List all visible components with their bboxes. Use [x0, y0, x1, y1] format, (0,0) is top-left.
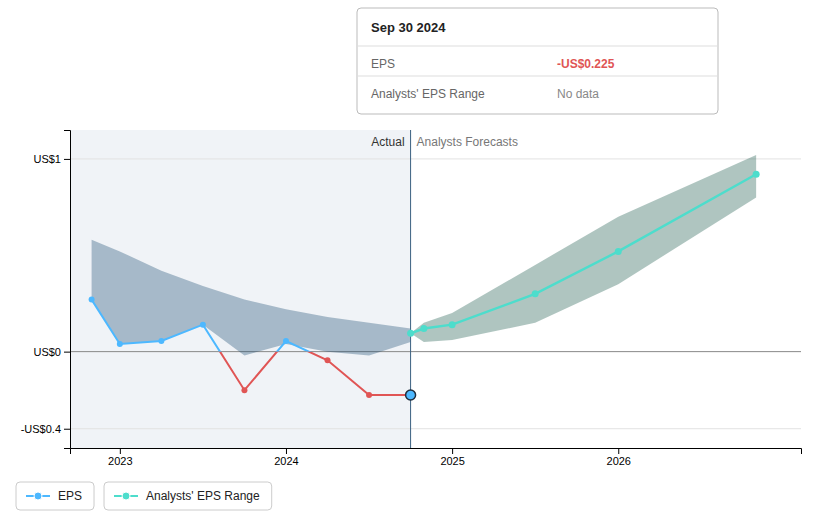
- legend-label: EPS: [58, 489, 82, 503]
- y-tick: US$0: [33, 346, 70, 358]
- y-tick-mark: [64, 159, 70, 160]
- y-tick-label: US$1: [33, 153, 61, 165]
- x-axis: 2023 2024 2025 2026: [71, 448, 802, 467]
- legend-swatch: [34, 492, 42, 500]
- y-axis: -US$0.4 US$0 US$1: [21, 131, 71, 449]
- region-label: Analysts Forecasts: [417, 135, 518, 149]
- range-band: [411, 155, 757, 342]
- x-tick-label: 2025: [440, 455, 464, 467]
- legend-label: Analysts' EPS Range: [146, 489, 260, 503]
- point: [89, 297, 95, 303]
- line: [92, 300, 411, 352]
- point: [615, 248, 622, 255]
- tooltip-label: Analysts' EPS Range: [371, 87, 485, 101]
- plot-area: [89, 130, 760, 448]
- legend-item: EPS: [16, 482, 94, 510]
- region-label: Actual: [371, 135, 404, 149]
- tooltip-value: -US$0.225: [557, 57, 615, 71]
- point: [117, 341, 123, 347]
- point: [241, 387, 247, 393]
- tooltip-box: [357, 8, 718, 114]
- line-group: [411, 174, 757, 333]
- chart: 2023 2024 2025 2026 -US$0.4 US$0 US$1 Actual Ana…: [0, 0, 821, 520]
- y-tick-label: -US$0.4: [21, 423, 61, 435]
- tooltip-label: EPS: [371, 57, 395, 71]
- x-tick-label: 2023: [108, 455, 132, 467]
- x-tick-mark: [120, 448, 121, 454]
- y-tick-mark: [64, 429, 70, 430]
- x-tick-mark: [618, 448, 619, 454]
- point: [406, 390, 416, 400]
- point: [407, 330, 414, 337]
- point: [200, 322, 206, 328]
- line: [411, 174, 757, 333]
- tooltip-separator: [357, 76, 718, 77]
- tooltip-value: No data: [557, 87, 599, 101]
- legend-swatch: [122, 492, 130, 500]
- point: [420, 325, 427, 332]
- tooltip-separator: [357, 46, 718, 47]
- x-tick-label: 2026: [607, 455, 631, 467]
- x-tick-mark: [452, 448, 453, 454]
- y-tick-mark: [64, 352, 70, 353]
- legend-box: [104, 482, 272, 510]
- legend: EPS Analysts' EPS Range: [16, 482, 272, 510]
- grid-line: [70, 158, 801, 159]
- point: [532, 290, 539, 297]
- line: [92, 352, 411, 395]
- line-group: [92, 352, 411, 395]
- x-axis-line: [71, 449, 802, 455]
- legend-box: [16, 482, 94, 510]
- background: [70, 130, 411, 448]
- point: [325, 357, 331, 363]
- actual-region: [70, 130, 411, 448]
- point: [366, 392, 372, 398]
- grid-line: [70, 428, 801, 429]
- x-tick: 2026: [607, 448, 631, 467]
- tooltip: Sep 30 2024 EPS -US$0.225 Analysts' EPS Ran…: [357, 8, 718, 114]
- line-group: [92, 300, 411, 352]
- x-tick: 2023: [108, 448, 132, 467]
- y-tick: US$1: [33, 153, 70, 165]
- point: [753, 171, 760, 178]
- x-tick: 2024: [274, 448, 298, 467]
- y-axis-line: [64, 131, 71, 449]
- point: [283, 338, 289, 344]
- point: [449, 321, 456, 328]
- legend-item: Analysts' EPS Range: [104, 482, 272, 510]
- historical-band: [92, 240, 411, 356]
- point: [158, 338, 164, 344]
- y-tick-label: US$0: [33, 346, 61, 358]
- x-tick-label: 2024: [274, 455, 298, 467]
- zero-line: [70, 351, 801, 352]
- tooltip-title: Sep 30 2024: [371, 20, 446, 35]
- x-tick-mark: [286, 448, 287, 454]
- x-tick: 2025: [440, 448, 464, 467]
- y-tick: -US$0.4: [21, 423, 70, 435]
